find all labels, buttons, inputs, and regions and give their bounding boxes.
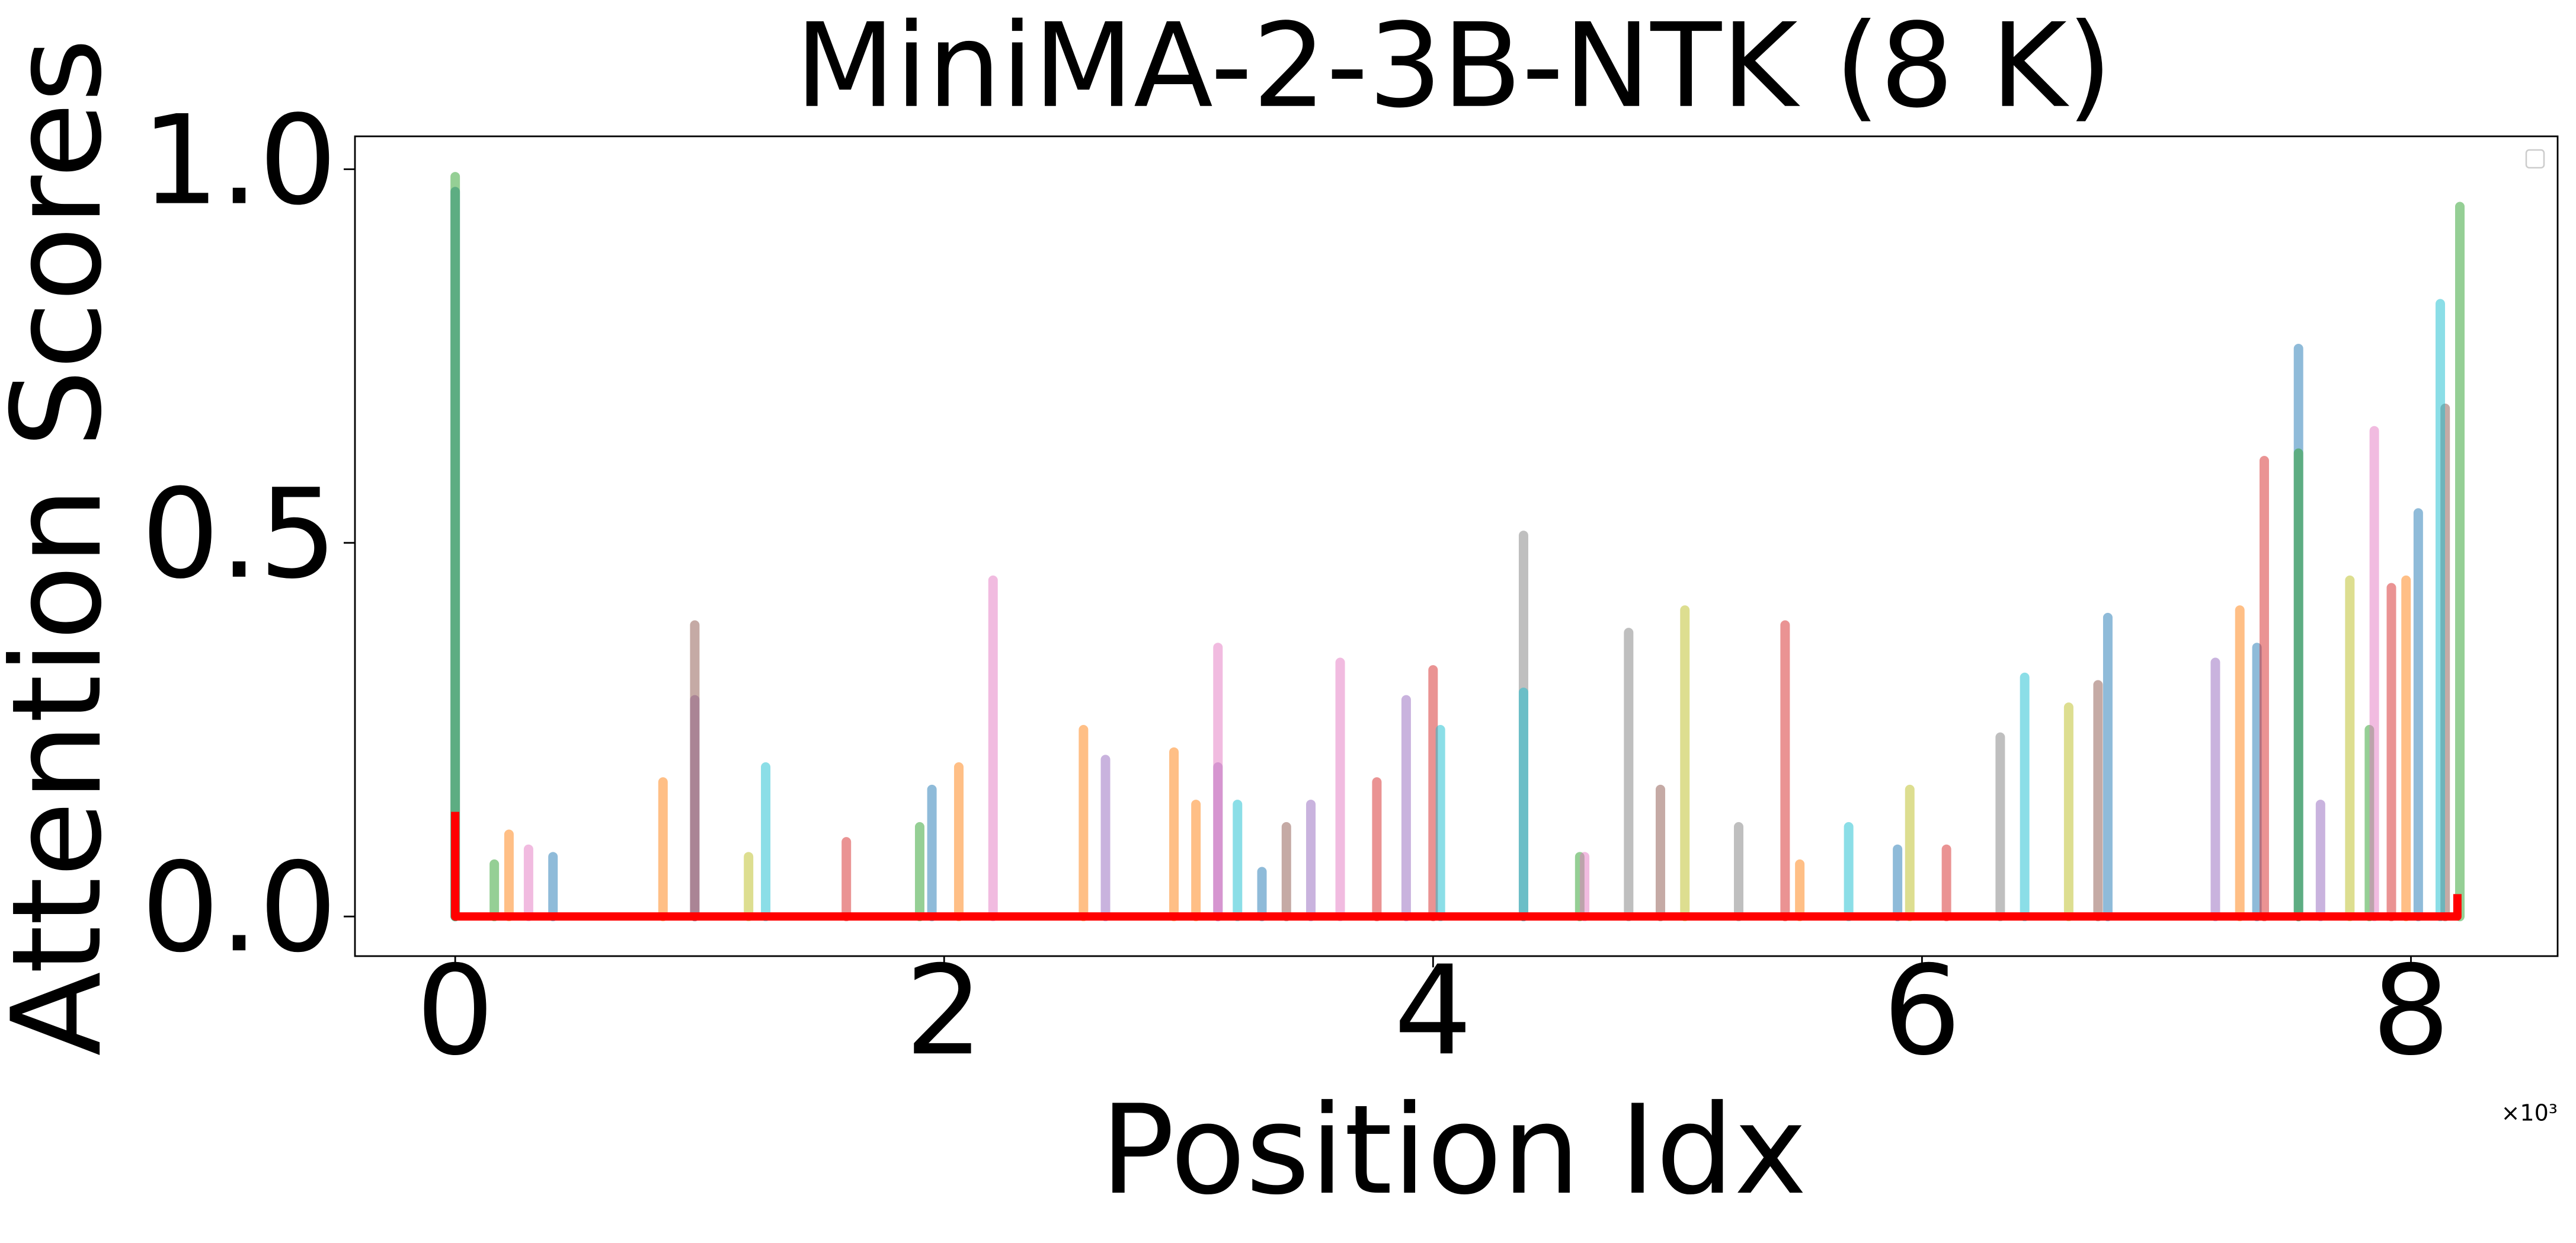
- x-tick-label: 8: [2372, 940, 2450, 1083]
- x-tick-label: 4: [1394, 940, 1472, 1083]
- x-tick-label: 6: [1883, 940, 1961, 1083]
- series-line: [451, 811, 2462, 921]
- y-axis-label: Attention Scores: [0, 38, 129, 1056]
- x-offset-label: ×10³: [2501, 1100, 2558, 1126]
- chart-title: MiniMA-2-3B-NTK (8 K): [795, 0, 2113, 134]
- y-tick-label: 1.0: [141, 90, 337, 233]
- x-tick-label: 0: [416, 940, 494, 1083]
- y-tick-label: 0.0: [141, 836, 337, 980]
- y-tick-label: 0.5: [141, 463, 337, 606]
- plot-area: [450, 172, 2465, 922]
- legend: [2525, 149, 2545, 169]
- x-axis-label: Position Idx: [1100, 1079, 1807, 1222]
- x-tick-label: 2: [905, 940, 983, 1083]
- axes-frame: [354, 135, 2559, 957]
